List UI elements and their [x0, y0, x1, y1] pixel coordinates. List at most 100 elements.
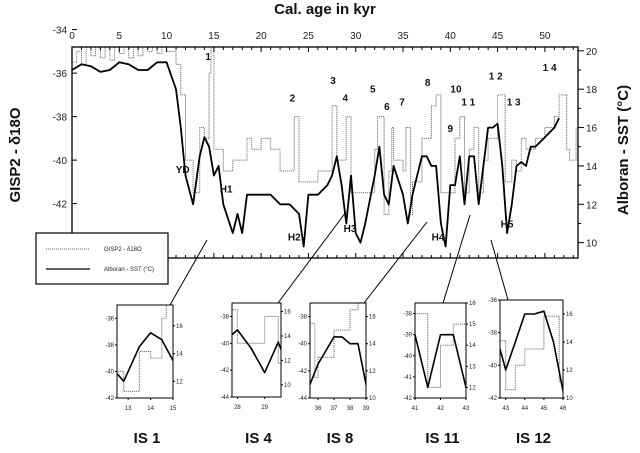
inset-x-tick-label: 37	[331, 406, 338, 412]
inset-is8: 36 37 38 39 -38 -40 -42 -44 16 14 12 10 IS 8	[298, 302, 376, 447]
inset-x-tick-label: 13	[125, 406, 132, 412]
inset-is1: 13 14 15 -36 -38 -40 -42 16 14 12 IS 1	[105, 304, 183, 447]
inset-x-tick-label: 41	[412, 406, 419, 412]
inset-label: IS 11	[425, 430, 459, 447]
sst-series-line	[72, 61, 560, 248]
inset-y-right-tick-label: 16	[284, 310, 291, 316]
inset-is4: 28 29 -38 -40 -42 -44 16 14 12 10 IS 4	[220, 302, 291, 447]
inset-y-right-tick-label: 15	[469, 322, 476, 328]
x-tick-label: 25	[303, 31, 315, 42]
event-annotation: 10	[450, 85, 462, 96]
inset-y-right-tick-label: 16	[469, 301, 476, 307]
event-annotation: 4	[343, 93, 349, 104]
event-annotation: 9	[448, 124, 454, 135]
inset-label: IS 8	[327, 430, 354, 447]
inset-y-right-tick-label: 10	[284, 383, 291, 389]
inset-y-left-tick-label: -44	[298, 396, 307, 402]
y-left-tick-label: -40	[53, 156, 68, 167]
event-annotation: 1	[205, 52, 211, 63]
inset-is12: 43 44 45 46 -36 -38 -40 -42 16 14 12 10 IS 12	[488, 298, 573, 447]
plot-frame	[499, 299, 564, 399]
inset-x-tick-label: 38	[347, 406, 354, 412]
inset-y-left-tick-label: -42	[105, 396, 114, 402]
y-right-tick-label: 10	[586, 239, 598, 250]
inset-y-left-tick-label: -42	[298, 369, 307, 375]
inset-y-left-tick-label: -40	[488, 363, 497, 369]
inset-y-right-tick-label: 14	[369, 342, 376, 348]
event-annotation: 7	[399, 98, 405, 109]
inset-y-right-tick-label: 12	[284, 358, 291, 364]
y-left-axis-title: GISP2 - δ18O	[7, 107, 24, 202]
inset-x-tick-label: 42	[437, 406, 444, 412]
inset-y-left-tick-label: -38	[298, 315, 307, 321]
inset-y-right-tick-label: 12	[566, 368, 573, 374]
inset-x-tick-label: 44	[521, 406, 528, 412]
inset-y-left-tick-label: -40	[105, 369, 114, 375]
insets: 13 14 15 -36 -38 -40 -42 16 14 12 IS 1 28 29 -38 -40 -4…	[105, 298, 573, 447]
y-left-tick-label: -34	[53, 26, 68, 37]
inset-y-left-tick-label: -40	[298, 342, 307, 348]
event-annotation: H2	[288, 233, 301, 244]
event-annotation: YD	[176, 165, 190, 176]
x-tick-label: 50	[539, 31, 551, 42]
legend-sst-label: Alboran - SST (°C)	[104, 267, 154, 273]
inset-y-right-tick-label: 13	[469, 364, 476, 370]
inset-x-tick-label: 29	[261, 405, 268, 411]
y-right-axis-title: Alboran - SST (°C)	[615, 85, 632, 215]
y-right-tick-label: 20	[586, 47, 598, 58]
event-annotation: 1 2	[489, 72, 503, 83]
event-annotation: H1	[220, 185, 233, 196]
inset-y-left-tick-label: -38	[488, 331, 497, 337]
inset-connectors	[169, 211, 509, 306]
y-right-tick-label: 16	[586, 124, 598, 135]
inset-y-left-tick-label: -39	[403, 333, 412, 339]
inset-x-tick-label: 45	[541, 406, 548, 412]
inset-x-tick-label: 43	[502, 406, 509, 412]
y-right-tick-label: 12	[586, 200, 598, 211]
event-annotation: H3	[344, 224, 357, 235]
legend-gisp2-label: GISP2 - δ18O	[104, 247, 142, 253]
inset-y-left-tick-label: -42	[488, 396, 497, 402]
inset-y-left-tick-label: -42	[220, 368, 229, 374]
sst-series-line	[500, 310, 563, 392]
y-right-tick-label: 18	[586, 85, 598, 96]
legend: GISP2 - δ18O Alboran - SST (°C)	[35, 232, 169, 285]
inset-label: IS 4	[245, 430, 272, 447]
main-plot: 0 5 10 15 20 25 30 35 40 45 50-34-36-38-40-4220181…	[53, 26, 598, 259]
event-annotation: 2	[290, 93, 296, 104]
x-tick-label: 0	[69, 31, 75, 42]
connector-line	[363, 221, 428, 304]
event-annotation: H5	[501, 220, 514, 231]
inset-y-left-tick-label: -40	[220, 341, 229, 347]
connector-line	[442, 214, 471, 304]
gisp2-series-line	[72, 47, 577, 215]
event-annotation: 8	[425, 78, 431, 89]
inset-y-right-tick-label: 16	[369, 315, 376, 321]
plot-frame	[71, 46, 579, 259]
inset-y-right-tick-label: 14	[284, 334, 291, 340]
event-annotation: 3	[330, 76, 336, 87]
inset-y-right-tick-label: 12	[469, 385, 476, 391]
x-tick-label: 40	[445, 31, 457, 42]
inset-x-tick-label: 43	[463, 406, 470, 412]
y-right-tick-label: 14	[586, 162, 598, 173]
inset-y-right-tick-label: 12	[369, 369, 376, 375]
inset-y-right-tick-label: 14	[469, 343, 476, 349]
plot-frame	[309, 302, 367, 399]
sst-series-line	[117, 332, 173, 383]
legend-box	[35, 232, 169, 285]
inset-y-left-tick-label: -38	[220, 314, 229, 320]
inset-y-left-tick-label: -36	[488, 298, 497, 304]
x-tick-label: 5	[117, 31, 123, 42]
plot-frame	[231, 302, 282, 398]
event-annotation: 1 3	[507, 98, 521, 109]
inset-y-left-tick-label: -38	[403, 312, 412, 318]
x-tick-label: 30	[350, 31, 362, 42]
event-annotation: 1 1	[461, 98, 475, 109]
x-tick-label: 15	[208, 31, 220, 42]
inset-y-right-tick-label: 14	[176, 352, 183, 358]
inset-y-right-tick-label: 12	[176, 379, 183, 385]
x-tick-label: 35	[397, 31, 409, 42]
plot-frame	[116, 304, 174, 399]
